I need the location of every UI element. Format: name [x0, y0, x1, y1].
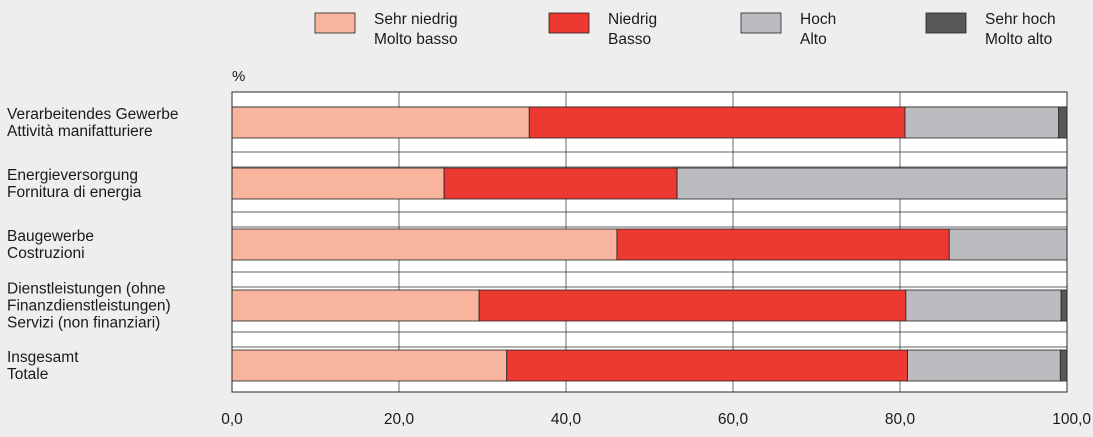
legend-label-line: Molto basso: [374, 31, 458, 48]
bar-segment-3-1: [478, 289, 907, 322]
bar-segment-3-3: [1060, 289, 1068, 322]
category-label: Verarbeitendes Gewerbe Attività manifattu…: [7, 106, 178, 140]
legend-swatch: [314, 12, 356, 34]
bar-segment-4-1: [506, 349, 908, 382]
plot-area: [231, 91, 1068, 393]
category-label-line: Attività manifatturiere: [7, 123, 153, 140]
bar-segment-0-1: [528, 106, 906, 139]
bar-segment-3-0: [231, 289, 480, 322]
legend-swatch: [548, 12, 590, 34]
x-tick-label: 20,0: [384, 411, 415, 428]
x-tick-label: 80,0: [885, 411, 916, 428]
x-tick-label: 0,0: [221, 411, 243, 428]
bar-segment-2-0: [231, 228, 618, 261]
legend-label-line: Hoch: [800, 11, 836, 28]
bar-segment-0-3: [1058, 106, 1068, 139]
bar-segment-1-2: [676, 167, 1068, 200]
category-label-line: Baugewerbe: [7, 228, 94, 245]
plot-border: [231, 91, 1068, 393]
legend-label-line: Sehr niedrig: [374, 11, 458, 28]
legend-label: Sehr hoch Molto alto: [985, 11, 1056, 48]
x-tick-label: 60,0: [718, 411, 749, 428]
bar-segment-1-0: [231, 167, 445, 200]
legend: Sehr niedrig Molto basso Niedrig Basso Hoch A…: [314, 11, 1056, 48]
category-label-line: Energieversorgung: [7, 167, 138, 184]
category-label-line: Costruzioni: [7, 245, 85, 262]
legend-label-line: Niedrig: [608, 11, 657, 28]
category-label: Energieversorgung Fornitura di energia: [7, 167, 142, 201]
category-label-line: Insgesamt: [7, 349, 79, 366]
x-axis-ticks: 0,0 20,0 40,0 60,0 80,0 100,0: [221, 411, 1091, 428]
bar-segment-4-2: [907, 349, 1061, 382]
category-label: Dienstleistungen (ohne Finanzdienstleistu…: [7, 281, 171, 332]
bar-segment-2-1: [616, 228, 950, 261]
category-label-line: Dienstleistungen (ohne: [7, 281, 166, 298]
x-tick-label: 100,0: [1052, 411, 1091, 428]
bar-segment-3-2: [905, 289, 1062, 322]
bar-segment-0-0: [231, 106, 530, 139]
bar-segment-1-1: [443, 167, 678, 200]
bar-segment-2-2: [948, 228, 1068, 261]
category-label-line: Finanzdienstleistungen): [7, 298, 171, 315]
legend-swatch: [925, 12, 967, 34]
category-label: Baugewerbe Costruzioni: [7, 228, 94, 262]
legend-label: Sehr niedrig Molto basso: [374, 11, 458, 48]
category-label-line: Totale: [7, 366, 48, 383]
category-labels: Verarbeitendes Gewerbe Attività manifattu…: [7, 106, 178, 383]
legend-label-line: Molto alto: [985, 31, 1052, 48]
legend-swatch: [740, 12, 782, 34]
category-label-line: Fornitura di energia: [7, 184, 142, 201]
category-label-line: Verarbeitendes Gewerbe: [7, 106, 178, 123]
category-label: Insgesamt Totale: [7, 349, 79, 383]
bar-segment-0-2: [904, 106, 1060, 139]
legend-label-line: Sehr hoch: [985, 11, 1056, 28]
category-label-line: Servizi (non finanziari): [7, 315, 160, 332]
bar-segment-4-3: [1059, 349, 1068, 382]
legend-label: Hoch Alto: [800, 11, 836, 48]
legend-label: Niedrig Basso: [608, 11, 657, 48]
x-tick-label: 40,0: [551, 411, 582, 428]
bar-segment-4-0: [231, 349, 508, 382]
legend-label-line: Alto: [800, 31, 827, 48]
legend-label-line: Basso: [608, 31, 651, 48]
unit-label: %: [232, 68, 245, 85]
